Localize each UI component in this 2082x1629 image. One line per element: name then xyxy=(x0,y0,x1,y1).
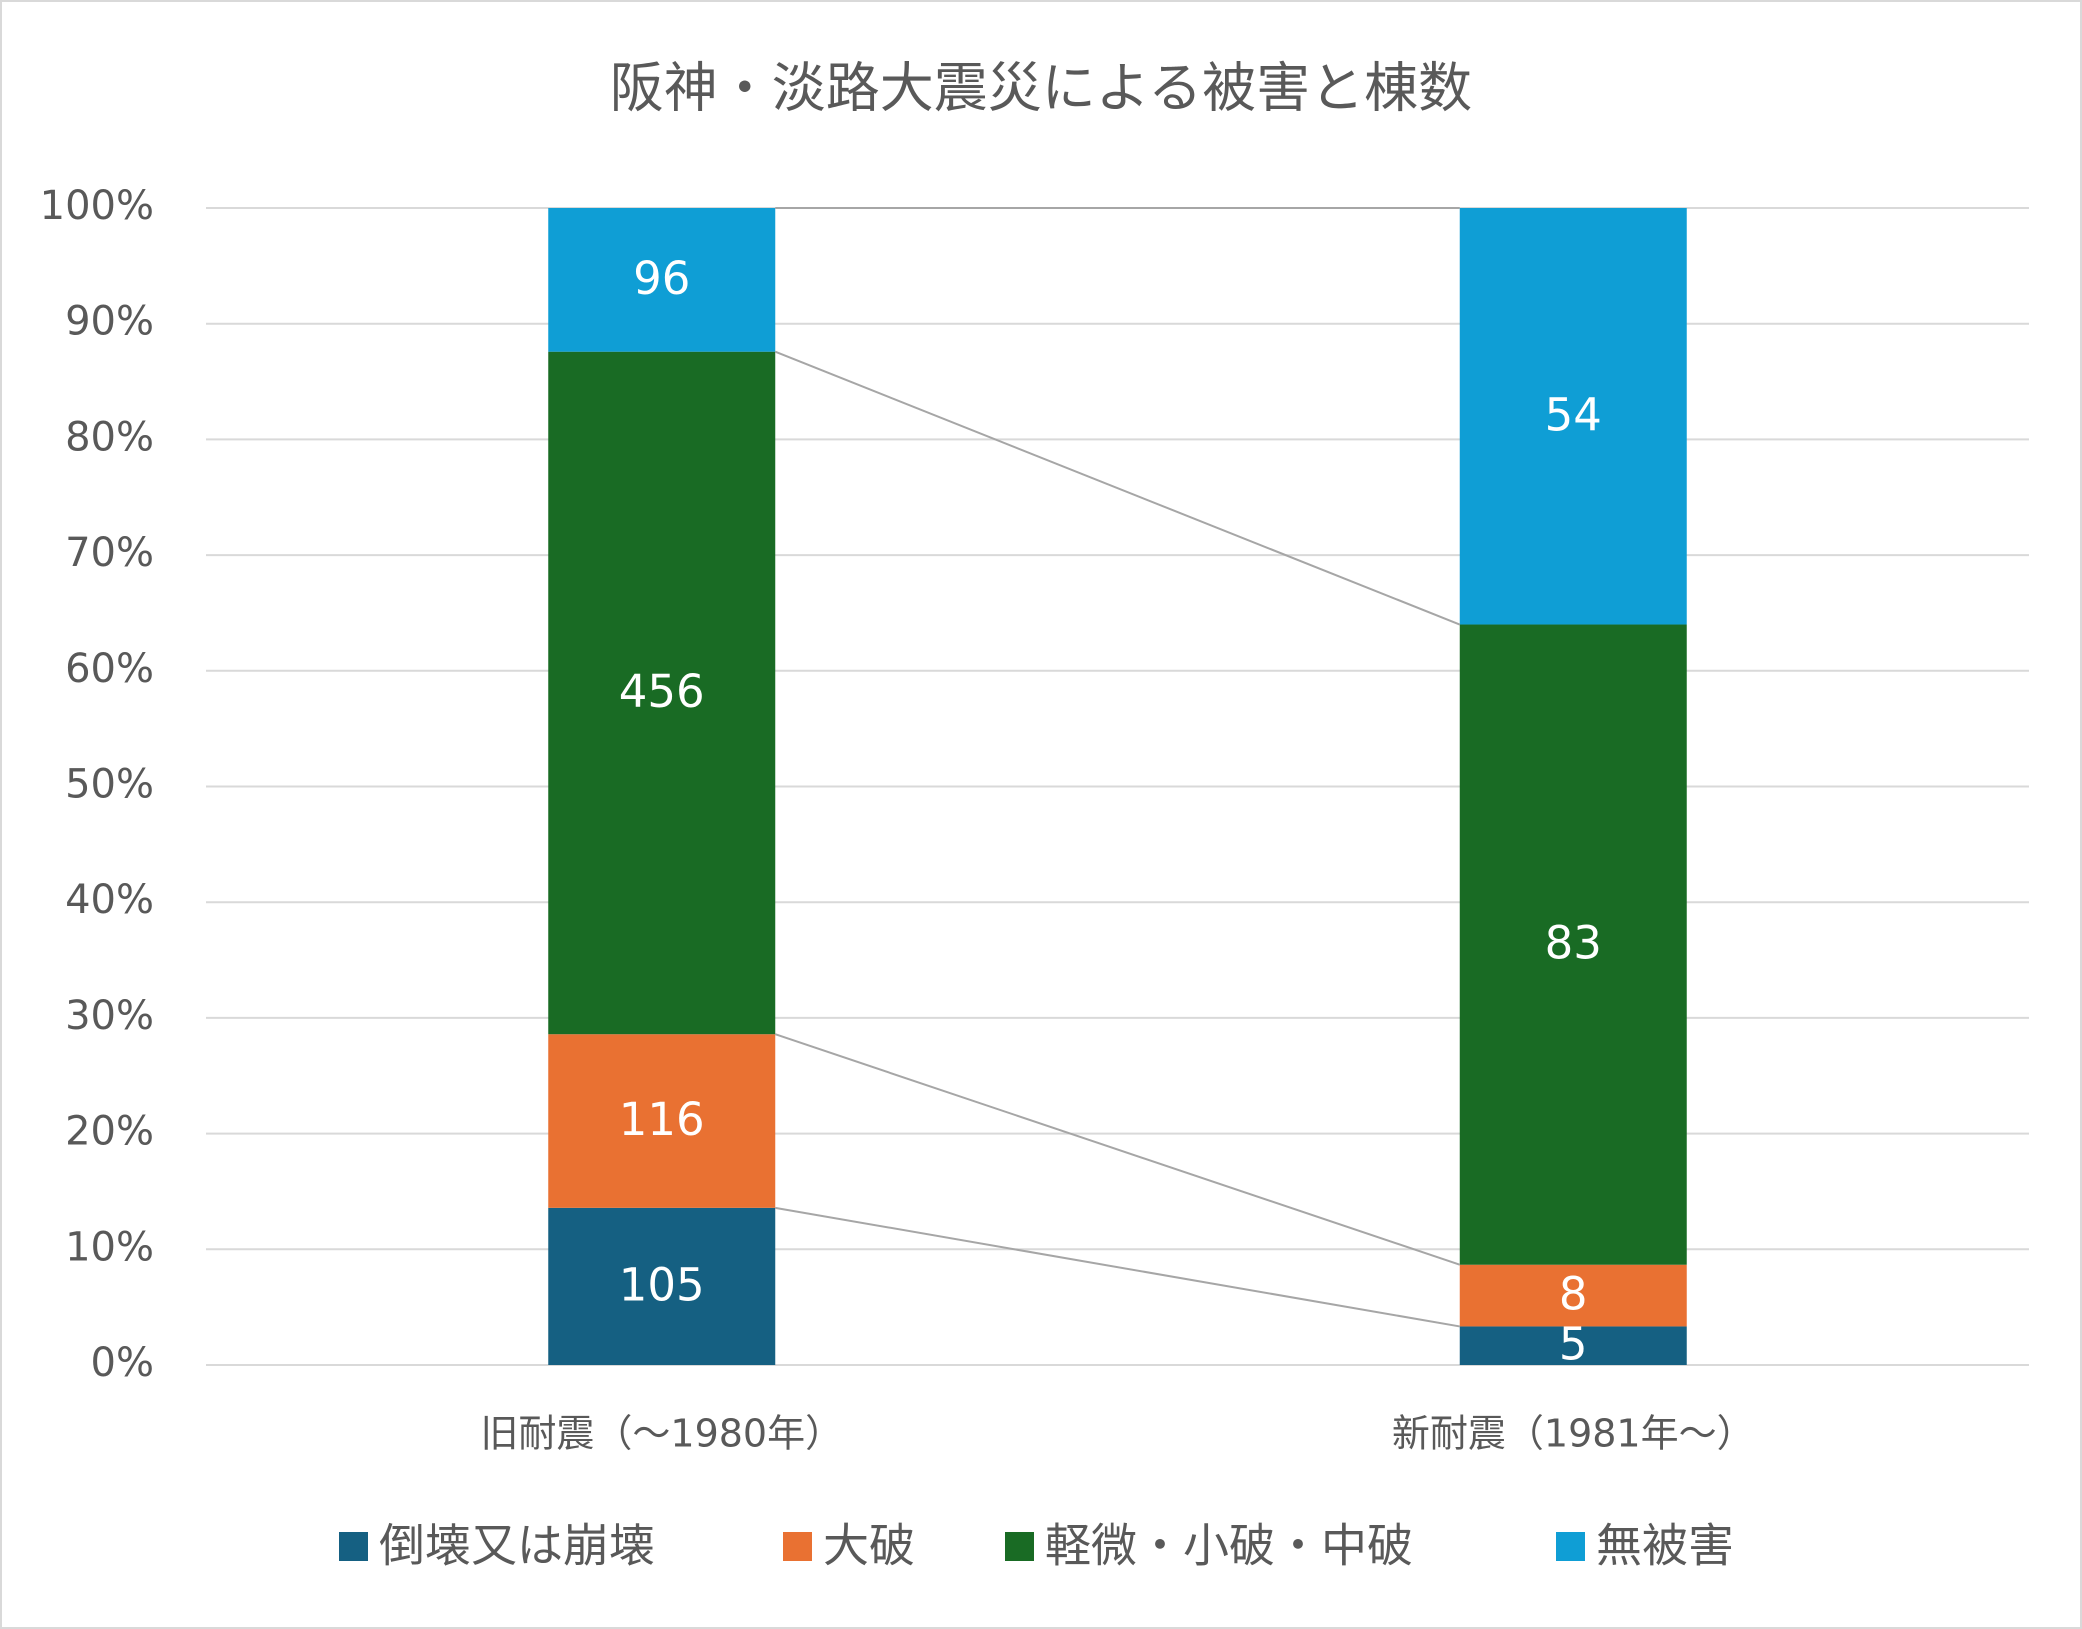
data-label: 5 xyxy=(1559,1318,1588,1371)
legend-label: 無被害 xyxy=(1596,1519,1734,1573)
series-line xyxy=(774,350,1461,626)
series-line xyxy=(775,1206,1460,1328)
y-tick-label: 60% xyxy=(65,646,154,692)
y-tick-label: 0% xyxy=(91,1340,154,1386)
bar-segment xyxy=(1459,624,1687,1265)
legend-swatch xyxy=(1556,1532,1585,1561)
y-tick-label: 40% xyxy=(65,877,154,923)
legend-label: 倒壊又は崩壊 xyxy=(379,1519,655,1573)
y-tick-label: 10% xyxy=(65,1224,154,1270)
data-label: 116 xyxy=(619,1093,705,1146)
legend-label: 軽微・小破・中破 xyxy=(1045,1519,1413,1573)
bar-segment xyxy=(548,351,776,1035)
x-tick-label: 新耐震（1981年～） xyxy=(1392,1412,1755,1456)
y-tick-label: 80% xyxy=(65,414,154,460)
legend-swatch xyxy=(339,1532,368,1561)
y-tick-label: 50% xyxy=(65,762,154,808)
data-label: 8 xyxy=(1559,1268,1588,1321)
data-label: 105 xyxy=(619,1258,705,1311)
x-tick-label: 旧耐震（～1980年） xyxy=(480,1412,843,1456)
chart-title: 阪神・淡路大震災による被害と棟数 xyxy=(610,57,1472,120)
y-tick-label: 20% xyxy=(65,1109,154,1155)
y-tick-label: 70% xyxy=(65,530,154,576)
data-label: 456 xyxy=(619,665,705,718)
y-tick-label: 90% xyxy=(65,299,154,345)
data-label: 83 xyxy=(1545,917,1602,970)
legend-swatch xyxy=(1005,1532,1034,1561)
y-tick-label: 30% xyxy=(65,993,154,1039)
series-line xyxy=(774,1033,1461,1266)
bar-segment xyxy=(1459,1264,1687,1327)
data-label: 96 xyxy=(633,252,690,305)
bar-segment xyxy=(548,208,776,352)
bar-segment xyxy=(548,1207,776,1365)
bar-segment xyxy=(548,1034,776,1208)
bar-segment xyxy=(1459,208,1687,625)
y-tick-label: 100% xyxy=(40,183,154,229)
legend-swatch xyxy=(783,1532,812,1561)
data-label: 54 xyxy=(1545,388,1602,441)
bar-segment xyxy=(1459,1326,1687,1365)
legend-label: 大破 xyxy=(823,1519,915,1573)
